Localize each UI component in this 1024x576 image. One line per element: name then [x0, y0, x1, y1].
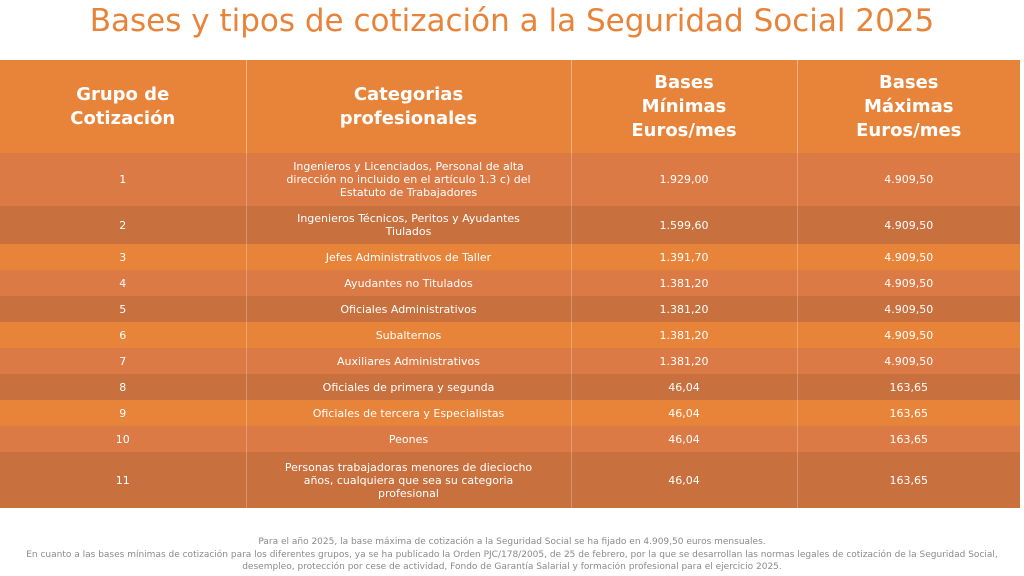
table-cell: 7 [0, 348, 247, 374]
footer: Para el año 2025, la base máxima de coti… [20, 536, 1004, 574]
column-header: Bases Máximas Euros/mes [797, 60, 1020, 153]
table-row: 8 Oficiales de primera y segunda 46,04 163,… [0, 374, 1020, 400]
table-cell: Oficiales Administrativos [246, 296, 572, 322]
table-cell: 46,04 [571, 374, 798, 400]
table-cell: 163,65 [797, 400, 1020, 426]
table-cell: 9 [0, 400, 247, 426]
table-cell: 4.909,50 [797, 296, 1020, 322]
footnote: Para el año 2025, la base máxima de coti… [258, 537, 766, 547]
table-cell: 4.909,50 [797, 348, 1020, 374]
table-cell: 1.381,20 [571, 322, 798, 348]
table-cell: 46,04 [571, 400, 798, 426]
column-header: Grupo de Cotización [0, 60, 247, 153]
table-cell: 1.381,20 [571, 270, 798, 296]
table-cell: 5 [0, 296, 247, 322]
table-cell: 4.909,50 [797, 322, 1020, 348]
table-cell: 2 [0, 206, 247, 244]
table-cell: 1.929,00 [571, 153, 798, 206]
table-cell: 46,04 [571, 426, 798, 452]
table-cell: Ingenieros y Licenciados, Personal de al… [246, 153, 572, 206]
table-row: 4 Ayudantes no Titulados 1.381,20 4.909,50 [0, 270, 1020, 296]
table-cell: Oficiales de primera y segunda [246, 374, 572, 400]
table-row: 11 Personas trabajadoras menores de dieci… [0, 452, 1020, 508]
table-cell: 4.909,50 [797, 153, 1020, 206]
table-row: 9 Oficiales de tercera y Especialistas 46,… [0, 400, 1020, 426]
column-header: Bases Mínimas Euros/mes [571, 60, 798, 153]
table-cell: 1.391,70 [571, 244, 798, 270]
table-cell: 4 [0, 270, 247, 296]
table-cell: Jefes Administrativos de Taller [246, 244, 572, 270]
table-cell: Oficiales de tercera y Especialistas [246, 400, 572, 426]
table-row: 7 Auxiliares Administrativos 1.381,20 4.909… [0, 348, 1020, 374]
table-cell: Auxiliares Administrativos [246, 348, 572, 374]
table-cell: 1.381,20 [571, 296, 798, 322]
table-cell: Peones [246, 426, 572, 452]
table-cell: 3 [0, 244, 247, 270]
table-cell: 4.909,50 [797, 206, 1020, 244]
table-cell: 1 [0, 153, 247, 206]
table-cell: Personas trabajadoras menores de diecioc… [246, 452, 572, 508]
footnote: En cuanto a las bases mínimas de cotizac… [26, 549, 998, 573]
table-cell: 163,65 [797, 374, 1020, 400]
table-cell: 8 [0, 374, 247, 400]
table-row: 3 Jefes Administrativos de Taller 1.391,70… [0, 244, 1020, 270]
table-cell: 1.381,20 [571, 348, 798, 374]
table-cell: Subalternos [246, 322, 572, 348]
table-cell: 4.909,50 [797, 270, 1020, 296]
table-cell: Ayudantes no Titulados [246, 270, 572, 296]
table-row: 1 Ingenieros y Licenciados, Personal de a… [0, 153, 1020, 206]
table-cell: 163,65 [797, 452, 1020, 508]
table-row: 2 Ingenieros Técnicos, Peritos y Ayudante… [0, 206, 1020, 244]
table-row: 6 Subalternos 1.381,20 4.909,50 [0, 322, 1020, 348]
table-cell: 10 [0, 426, 247, 452]
table-row: 5 Oficiales Administrativos 1.381,20 4.909,… [0, 296, 1020, 322]
header-row: Grupo de Cotización Categorias profesiona… [0, 60, 1020, 153]
table-cell: 6 [0, 322, 247, 348]
table: Grupo de Cotización Categorias profesiona… [0, 60, 1020, 508]
table-row: 10 Peones 46,04 163,65 [0, 426, 1020, 452]
column-header: Categorias profesionales [246, 60, 572, 153]
table-cell: 46,04 [571, 452, 798, 508]
table-cell: 1.599,60 [571, 206, 798, 244]
table-cell: Ingenieros Técnicos, Peritos y Ayudantes… [246, 206, 572, 244]
table-cell: 4.909,50 [797, 244, 1020, 270]
table-cell: 11 [0, 452, 247, 508]
table-body: 1 Ingenieros y Licenciados, Personal de a… [0, 153, 1020, 508]
table-cell: 163,65 [797, 426, 1020, 452]
title: Bases y tipos de cotización a la Segurid… [89, 3, 935, 39]
